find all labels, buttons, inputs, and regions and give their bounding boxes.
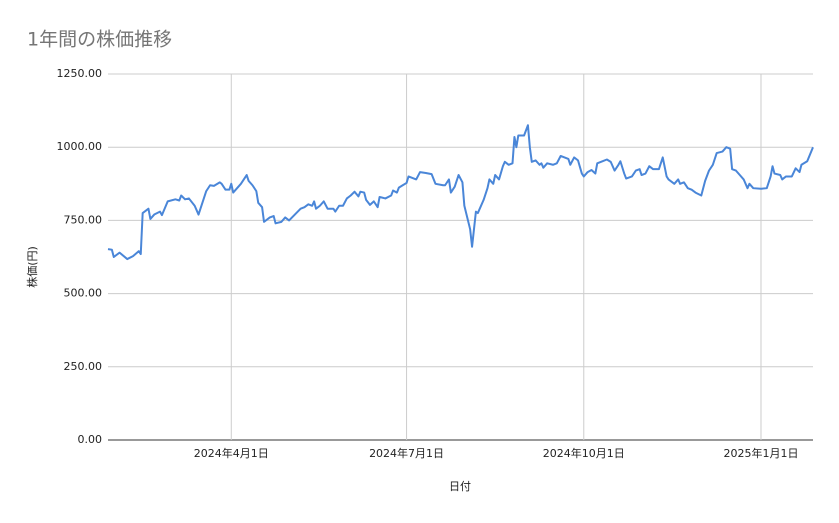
x-tick-label: 2024年10月1日 (543, 446, 625, 460)
y-tick-label: 250.00 (64, 360, 103, 373)
price-line (107, 124, 814, 261)
x-axis-label: 日付 (449, 480, 471, 493)
y-tick-label: 500.00 (64, 287, 103, 300)
x-tick-label: 2024年4月1日 (194, 446, 269, 460)
y-tick-label: 0.00 (78, 433, 103, 446)
y-tick-label: 1250.00 (57, 67, 103, 80)
y-tick-label: 1000.00 (57, 140, 103, 153)
x-tick-label: 2024年7月1日 (369, 446, 444, 460)
y-axis-label: 株価(円) (25, 246, 39, 288)
chart-title: 1年間の株価推移 (27, 29, 172, 51)
y-tick-label: 750.00 (64, 213, 103, 226)
x-tick-label: 2025年1月1日 (723, 446, 798, 460)
